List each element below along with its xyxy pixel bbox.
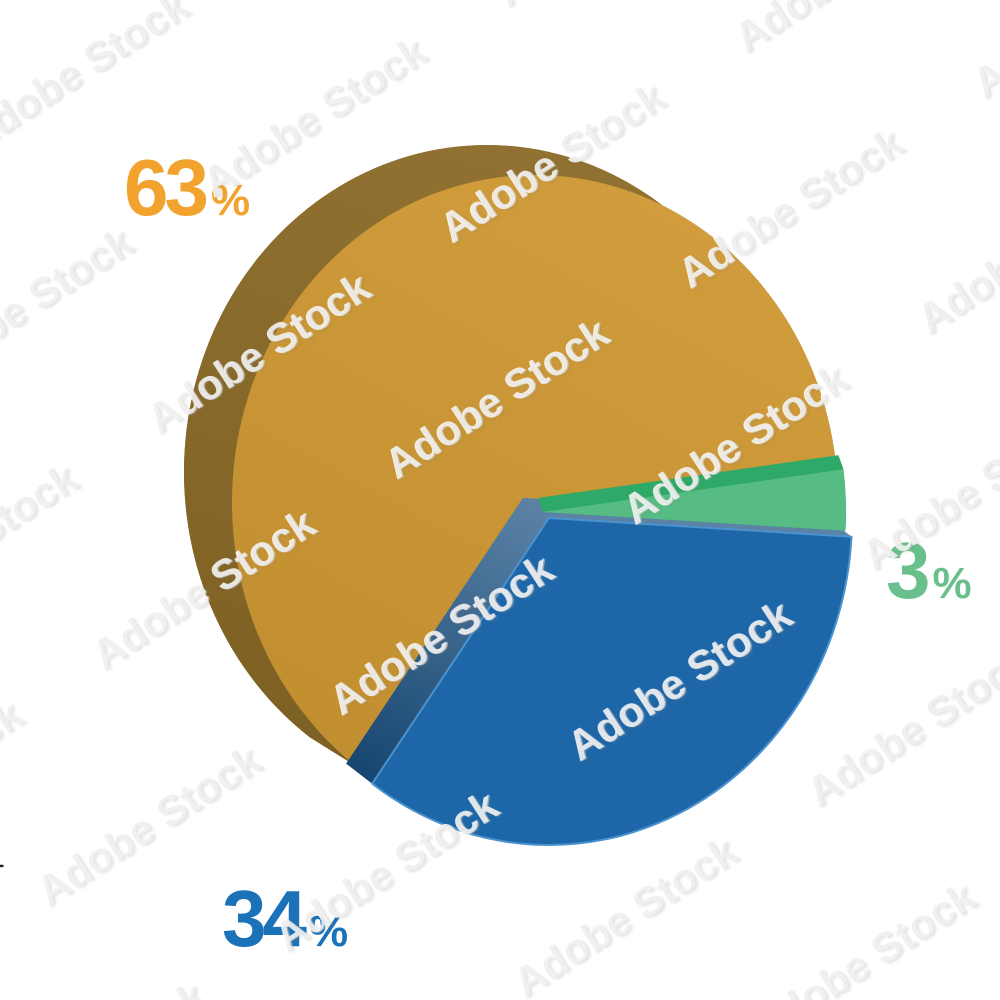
label-63-number: 63 (124, 143, 209, 232)
pie-slice-orange (183, 145, 836, 768)
label-3-percent: 3 % (886, 531, 972, 611)
pie-slice-blue-top-face (371, 517, 853, 847)
pie-slice-green (538, 455, 846, 531)
pie-slice-green-top-face (543, 469, 846, 531)
label-63-percent: 63 % (124, 148, 250, 228)
label-34-percent-sign: % (308, 907, 349, 956)
label-34-number: 34 (222, 874, 307, 963)
pie-slice-blue-wall-start (346, 498, 549, 784)
watermark-credit: Adobe Stock | #602845571 (0, 746, 4, 996)
label-63-percent-sign: % (210, 176, 251, 225)
label-3-number: 3 (886, 526, 930, 615)
pie-slice-green-wall-end (538, 455, 844, 512)
label-34-percent: 34 % (222, 879, 348, 959)
label-3-percent-sign: % (932, 559, 972, 608)
pie-slice-orange-top-face (231, 175, 836, 768)
